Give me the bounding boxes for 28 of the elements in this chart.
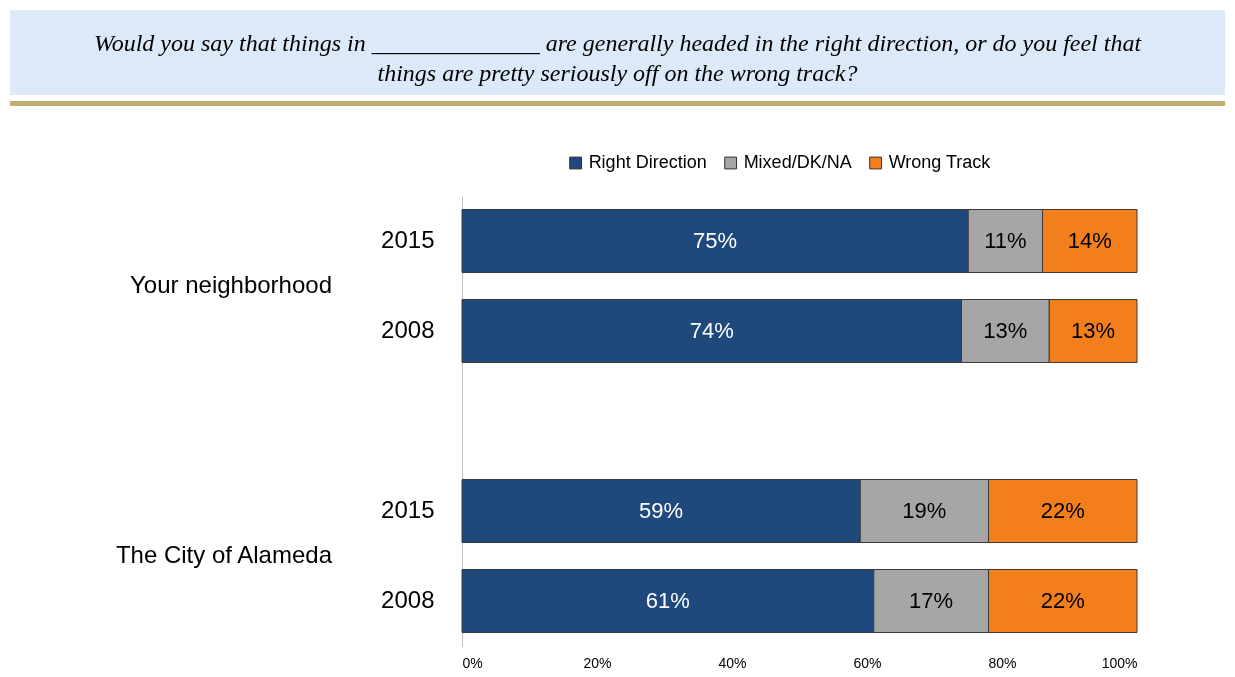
data-label: 75%	[693, 228, 738, 253]
data-label: 74%	[689, 318, 734, 343]
y-tick-label: 2008	[381, 316, 435, 343]
legend-label: Wrong Track	[888, 152, 992, 172]
text: The City of Alameda	[115, 541, 333, 568]
x-tick-label: 80%	[988, 654, 1017, 671]
legend-label: Right Direction	[588, 152, 707, 172]
data-label: 11%	[984, 228, 1027, 253]
y-tick-label: 2015	[381, 226, 435, 253]
x-tick-label: 0%	[462, 654, 483, 671]
legend-label: Mixed/DK/NA	[743, 152, 852, 172]
y-tick-label: 2015	[381, 496, 435, 523]
data-label: 61%	[645, 588, 690, 613]
data-label: 59%	[639, 498, 684, 523]
chart-title: Would you say that things in ______________ are generally headed in the right direction, or do you feel that things are pretty seriously off on the wrong track?	[10, 10, 1225, 95]
text: Your neighborhood	[130, 271, 332, 298]
x-tick-label: 60%	[853, 654, 882, 671]
data-label: 13%	[1071, 318, 1116, 343]
data-label: 14%	[1067, 228, 1112, 253]
data-label: 22%	[1040, 498, 1085, 523]
y-tick-label: 2008	[381, 586, 435, 613]
data-label: 19%	[902, 498, 947, 523]
data-label: 17%	[909, 588, 954, 613]
x-tick-label: 100%	[1101, 654, 1138, 671]
x-tick-label: 40%	[718, 654, 747, 671]
data-label: 22%	[1040, 588, 1085, 613]
data-label: 13%	[983, 318, 1028, 343]
x-tick-label: 20%	[583, 654, 612, 671]
